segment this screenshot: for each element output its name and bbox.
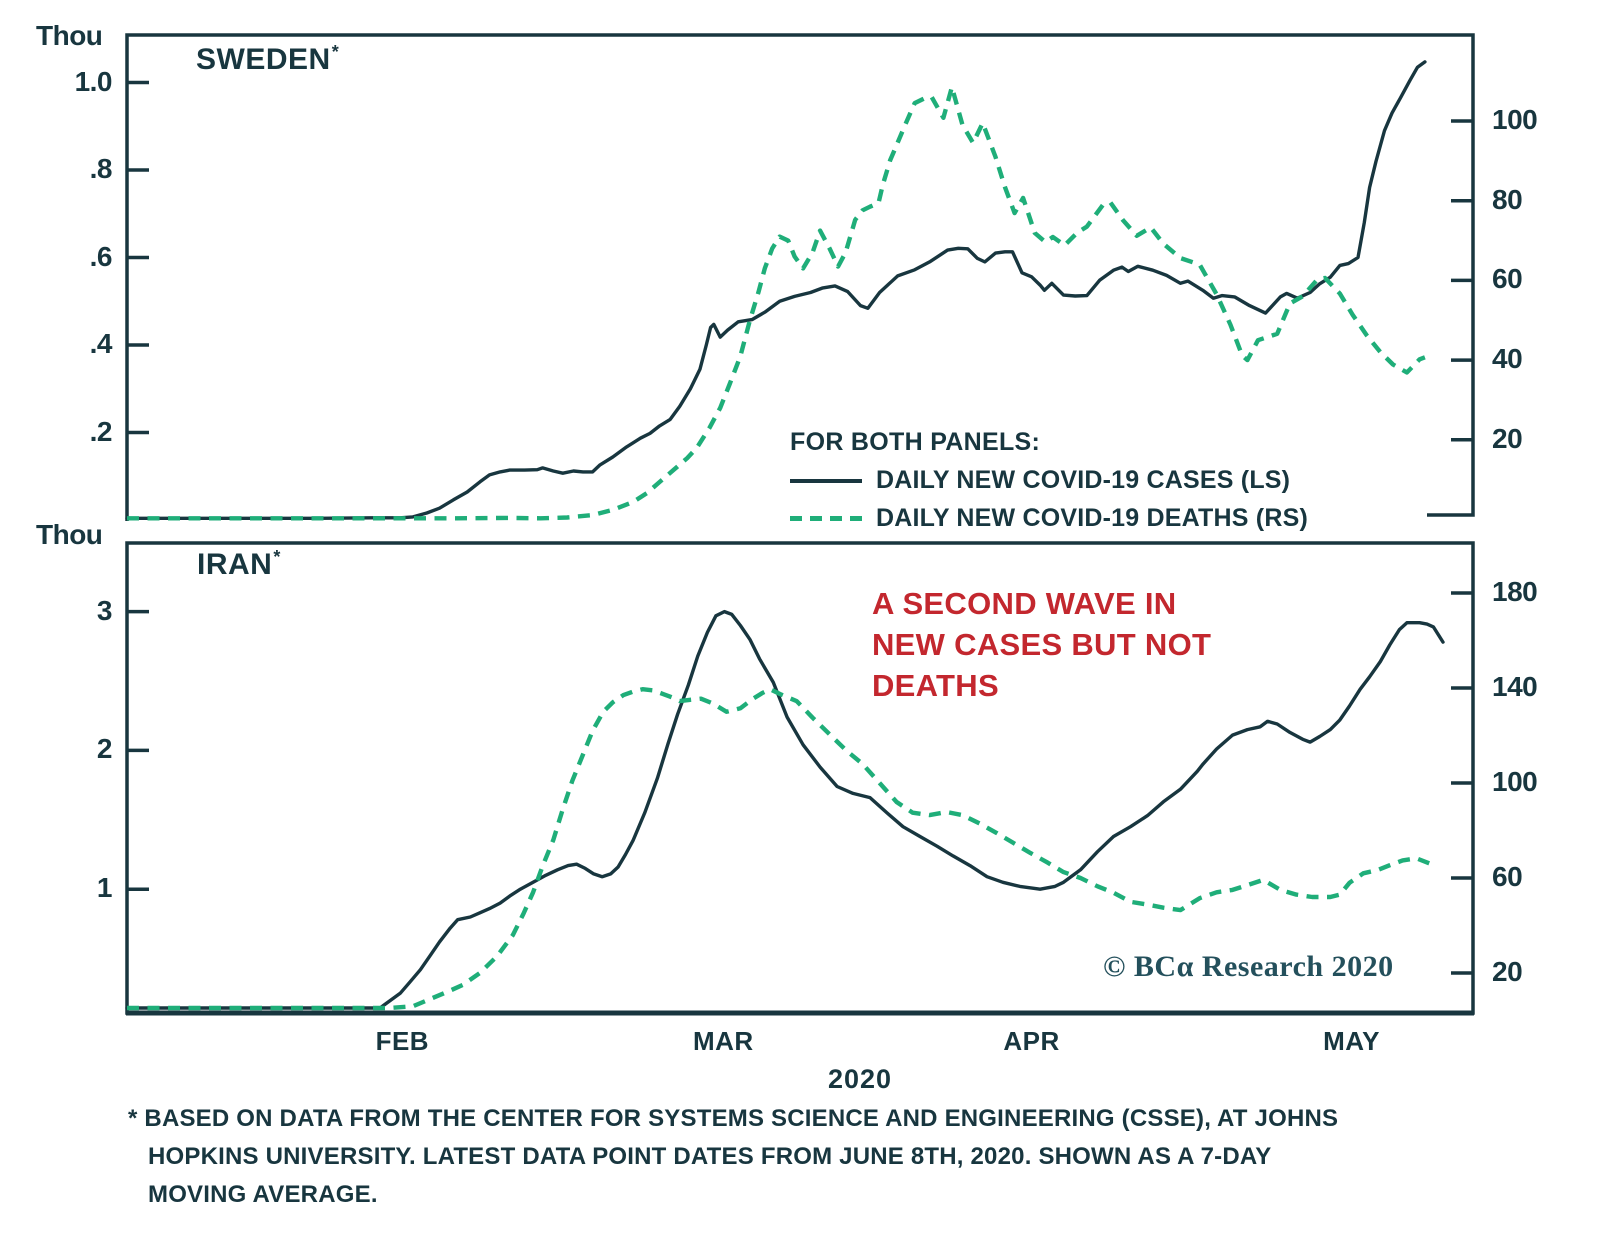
- right-tick-label-40: 40: [1492, 343, 1523, 375]
- x-axis-year: 2020: [827, 1064, 893, 1094]
- annotation-line-2: NEW CASES BUT NOT: [872, 627, 1212, 662]
- x-axis-month-MAY: MAY: [1323, 1026, 1381, 1056]
- left-tick-label-.8: .8: [89, 153, 113, 184]
- legend-label-deaths: DAILY NEW COVID-19 DEATHS (RS): [876, 504, 1308, 532]
- iran-deaths-line: [127, 687, 1431, 1011]
- annotation-line-3: DEATHS: [872, 668, 999, 703]
- right-tick-label-80: 80: [1492, 183, 1523, 215]
- left-tick-label-1.0: 1.0: [74, 65, 113, 97]
- right-tick-label-20: 20: [1492, 956, 1523, 987]
- footnote: * BASED ON DATA FROM THE CENTER FOR SYST…: [128, 1100, 1338, 1214]
- cases-line-swatch: [790, 478, 862, 483]
- left-tick-label-.2: .2: [89, 415, 113, 447]
- right-tick-label-140: 140: [1492, 671, 1538, 702]
- sweden-title-asterisk: *: [331, 42, 340, 62]
- x-axis-month-APR: APR: [1003, 1026, 1060, 1056]
- sweden-panel-title: SWEDEN*: [196, 42, 339, 77]
- annotation-line-1: A SECOND WAVE IN: [872, 586, 1177, 621]
- iran-panel-title: IRAN*: [197, 547, 281, 582]
- footnote-line-2: HOPKINS UNIVERSITY. LATEST DATA POINT DA…: [148, 1143, 1272, 1170]
- right-tick-label-20: 20: [1492, 422, 1523, 454]
- copyright: © BCα Research 2020: [1103, 950, 1394, 983]
- iran-cases-line: [125, 609, 1445, 1010]
- right-tick-label-60: 60: [1492, 861, 1523, 892]
- bottom-panel-left-axis-unit: Thou: [36, 519, 103, 550]
- left-tick-label-2: 2: [96, 733, 113, 765]
- right-tick-label-60: 60: [1492, 263, 1523, 295]
- left-tick-label-.6: .6: [89, 240, 113, 272]
- left-tick-label-.4: .4: [89, 328, 113, 359]
- iran-title-asterisk: *: [273, 547, 281, 567]
- sweden-deaths-line: [127, 84, 1426, 521]
- x-axis-month-MAR: MAR: [692, 1026, 754, 1056]
- right-tick-label-100: 100: [1492, 766, 1538, 797]
- footnote-line-3: MOVING AVERAGE.: [148, 1181, 378, 1208]
- left-tick-label-1: 1: [96, 872, 113, 904]
- left-tick-label-3: 3: [96, 594, 113, 626]
- annotation: A SECOND WAVE IN NEW CASES BUT NOT DEATH…: [872, 583, 1211, 706]
- legend-heading: FOR BOTH PANELS:: [790, 428, 1041, 456]
- footnote-line-1: * BASED ON DATA FROM THE CENTER FOR SYST…: [128, 1105, 1339, 1132]
- legend-row-deaths: DAILY NEW COVID-19 DEATHS (RS): [790, 504, 1490, 533]
- sweden-panel-title-text: SWEDEN: [196, 43, 331, 76]
- deaths-line-swatch: [790, 516, 862, 521]
- sweden-cases-line: [125, 60, 1427, 520]
- panel-frame: [125, 541, 1475, 1015]
- legend: FOR BOTH PANELS: DAILY NEW COVID-19 CASE…: [790, 428, 1490, 533]
- right-tick-label-180: 180: [1492, 576, 1538, 607]
- x-axis-month-FEB: FEB: [375, 1026, 430, 1056]
- iran-panel-title-text: IRAN: [197, 548, 273, 581]
- legend-label-cases: DAILY NEW COVID-19 CASES (LS): [876, 466, 1291, 494]
- top-panel-left-axis-unit: Thou: [36, 20, 103, 51]
- right-tick-label-100: 100: [1492, 104, 1538, 135]
- legend-row-cases: DAILY NEW COVID-19 CASES (LS): [790, 466, 1490, 495]
- panel-frame: [125, 33, 1475, 521]
